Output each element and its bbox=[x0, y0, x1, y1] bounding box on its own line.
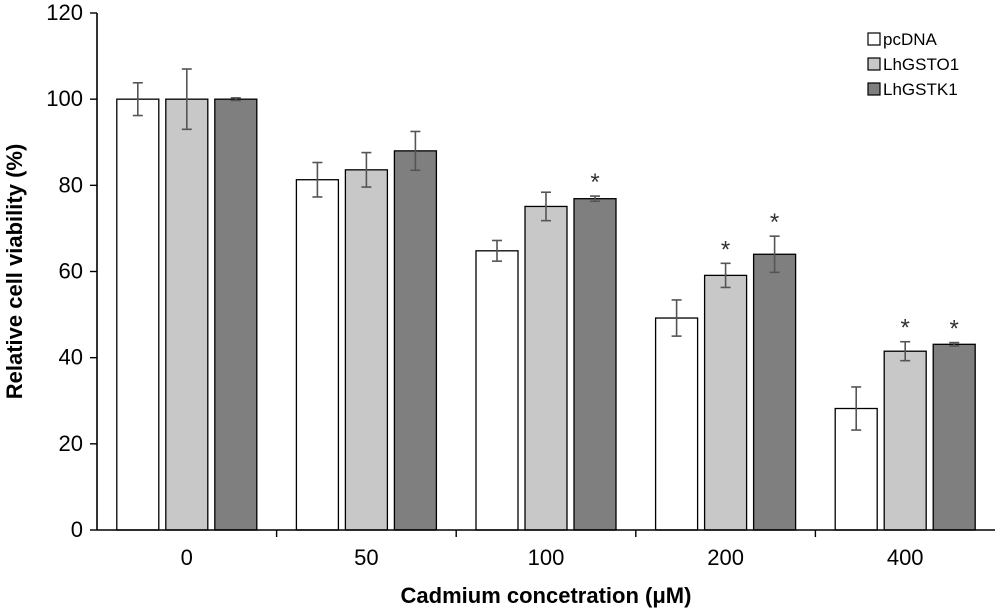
x-tick-label: 50 bbox=[354, 545, 378, 570]
bar-lhgstk1-200 bbox=[752, 253, 797, 531]
bar-lhgstk1-400 bbox=[932, 343, 976, 531]
bar-groups bbox=[116, 98, 976, 531]
y-tick-label: 20 bbox=[59, 431, 83, 456]
significance-star: * bbox=[770, 209, 779, 236]
y-axis-title: Relative cell viability (%) bbox=[2, 144, 27, 400]
significance-markers: * * * * * bbox=[590, 169, 959, 342]
y-axis-ticks: 0 20 40 60 80 100 120 bbox=[46, 0, 97, 542]
y-tick-label: 80 bbox=[59, 172, 83, 197]
x-tick-label: 0 bbox=[181, 545, 193, 570]
y-tick-label: 60 bbox=[59, 259, 83, 284]
bar-pcdna-0 bbox=[116, 98, 160, 531]
significance-star: * bbox=[901, 315, 910, 342]
x-tick-label: 100 bbox=[528, 545, 565, 570]
legend-swatch-lhgstk1 bbox=[867, 82, 881, 96]
bar-lhgsto1-50 bbox=[344, 169, 389, 531]
legend-swatch-pcdna bbox=[867, 32, 881, 46]
legend-label: pcDNA bbox=[883, 30, 938, 49]
bar-lhgstk1-50 bbox=[393, 150, 438, 531]
bar-lhgsto1-0 bbox=[165, 98, 209, 531]
bar-lhgsto1-400 bbox=[883, 350, 927, 531]
bar-lhgsto1-200 bbox=[703, 274, 748, 531]
bar-pcdna-50 bbox=[295, 179, 340, 531]
bar-lhgstk1-100 bbox=[573, 198, 617, 531]
x-axis-title: Cadmium concetration (μM) bbox=[401, 583, 692, 608]
bar-pcdna-100 bbox=[475, 250, 519, 531]
legend: pcDNA LhGSTO1 LhGSTK1 bbox=[867, 30, 959, 99]
significance-star: * bbox=[950, 316, 959, 343]
y-tick-label: 40 bbox=[59, 345, 83, 370]
x-tick-label: 400 bbox=[887, 545, 924, 570]
y-tick-label: 120 bbox=[46, 0, 83, 25]
significance-star: * bbox=[721, 236, 730, 263]
legend-label: LhGSTK1 bbox=[883, 80, 958, 99]
y-tick-label: 100 bbox=[46, 86, 83, 111]
bar-lhgstk1-0 bbox=[214, 98, 258, 531]
x-tick-label: 200 bbox=[707, 545, 744, 570]
x-axis-ticks: 0 50 100 200 400 bbox=[181, 530, 924, 570]
bar-lhgsto1-100 bbox=[524, 205, 568, 531]
bar-pcdna-200 bbox=[654, 317, 699, 531]
significance-star: * bbox=[590, 169, 599, 196]
legend-label: LhGSTO1 bbox=[883, 55, 959, 74]
legend-swatch-lhgsto1 bbox=[867, 57, 881, 71]
y-tick-label: 0 bbox=[71, 517, 83, 542]
error-bars bbox=[132, 68, 960, 431]
